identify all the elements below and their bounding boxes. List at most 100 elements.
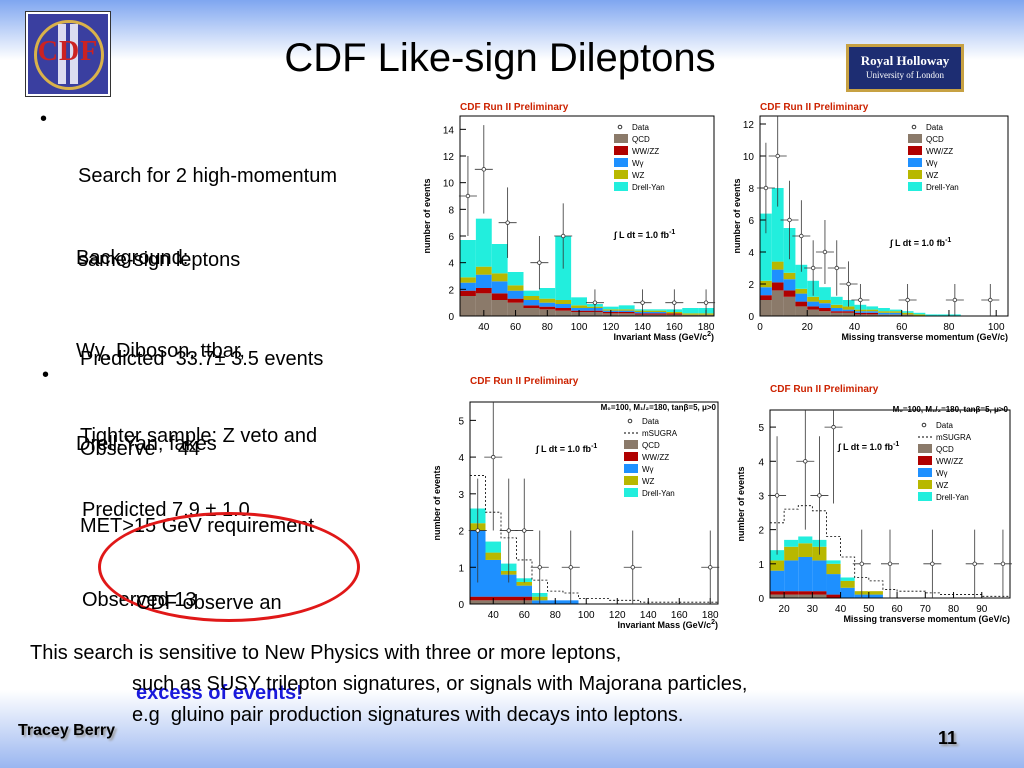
bar-wz-5 [819, 300, 831, 304]
bar-wwzz-2 [491, 293, 508, 300]
bar-w-7 [868, 594, 883, 598]
x-axis-label: Invariant Mass (GeV/c2) [614, 331, 714, 342]
data-point [475, 528, 480, 533]
bar-w-4 [523, 300, 540, 306]
legend-marker-data [627, 418, 633, 424]
legend-label: Data [936, 421, 953, 430]
x-tick-label: 70 [920, 604, 932, 615]
lumi-sup: -1 [945, 237, 951, 244]
bar-qcd-3 [795, 306, 808, 316]
legend-label: WW/ZZ [926, 147, 953, 156]
x-tick-label: 100 [578, 610, 595, 621]
bar-wz-12 [650, 310, 667, 312]
bar-drellyan-5 [840, 577, 855, 581]
cdf-logo-pillar-left [58, 24, 66, 84]
bar-qcd-11 [889, 314, 902, 316]
plot-panel-mass-tight: CDF Run II Preliminary M₀=100, M₁/₂=180, … [428, 372, 728, 636]
bar-qcd-5 [819, 311, 831, 316]
bar-w-1 [784, 560, 799, 592]
bar-wz-4 [807, 296, 820, 302]
plot-param-line: M₀=100, M₁/₂=180, tanβ=5, μ>0 [601, 403, 717, 412]
bar-wz-4 [826, 563, 841, 575]
legend-swatch [624, 452, 638, 461]
logo-line-1: Royal Holloway [860, 53, 950, 68]
bar-wz-5 [840, 580, 855, 588]
background-line-1: Background: [76, 247, 189, 269]
bar-w-0 [460, 282, 476, 291]
data-point [831, 424, 836, 430]
x-axis-label: Invariant Mass (GeV/c2) [618, 619, 718, 630]
plot-header: CDF Run II Preliminary [770, 384, 879, 395]
x-tick-label: 20 [802, 322, 814, 333]
plot-panel-met-loose: CDF Run II Preliminary 0 2 4 6 8 10 12 0 20 40 60 80… [728, 98, 1018, 350]
legend-label: Drell-Yan [926, 183, 959, 192]
data-point [859, 561, 864, 567]
bullet-1-line-2: same-sign leptons [78, 249, 241, 271]
bar-drellyan-1 [784, 539, 799, 547]
bar-w-2 [501, 574, 517, 597]
lumi-main: ∫ L dt = 1.0 fb [613, 230, 670, 240]
bar-drellyan-5 [539, 288, 556, 299]
x-tick-label: 60 [891, 604, 903, 615]
legend-label: WW/ZZ [642, 453, 669, 462]
x-tick-label: 140 [640, 610, 657, 621]
y-tick-label: 3 [458, 490, 464, 501]
bar-wz-13 [913, 314, 926, 316]
legend-swatch [918, 444, 932, 453]
plot-frame [459, 115, 715, 317]
bar-wz-3 [507, 285, 524, 291]
data-point [465, 193, 471, 199]
data-point [952, 297, 958, 303]
data-point [506, 528, 511, 533]
bar-w-12 [650, 312, 667, 314]
legend-label: Wγ [926, 159, 938, 168]
y-tick-label: 10 [743, 152, 755, 163]
data-point [930, 561, 935, 567]
x-tick-label: 60 [519, 610, 531, 621]
cdf-logo-ring [34, 20, 104, 90]
x-tick-label: 100 [988, 322, 1005, 333]
bar-drellyan-2 [798, 536, 813, 544]
legend-label: WW/ZZ [632, 147, 659, 156]
y-tick-label: 12 [743, 120, 755, 131]
bottom-line-2: such as SUSY trilepton signatures, or si… [132, 673, 748, 695]
data-point [799, 233, 804, 239]
bar-w-5 [819, 303, 831, 308]
x-tick-label: 120 [609, 610, 626, 621]
y-tick-label: 0 [758, 594, 764, 605]
bar-drellyan-4 [826, 560, 841, 564]
x-tick-label: 100 [571, 322, 588, 333]
bar-w-5 [840, 587, 855, 598]
data-point [630, 565, 635, 570]
lumi-label: ∫ L dt = 1.0 fb-1 [889, 237, 951, 248]
x-tick-label: 30 [807, 604, 819, 615]
bar-wwzz-9 [866, 312, 879, 315]
data-point [708, 565, 713, 570]
data-point [703, 300, 709, 305]
bar-wwzz-0 [770, 591, 785, 595]
bar-qcd-10 [878, 314, 890, 316]
x-tick-label: 40 [835, 604, 847, 615]
bar-w-11 [889, 312, 902, 315]
legend-label: WZ [926, 171, 939, 180]
data-point [787, 217, 792, 223]
data-point [560, 233, 566, 239]
bar-wz-7 [571, 305, 587, 308]
bar-drellyan-10 [878, 308, 890, 312]
msugra-line [770, 505, 1010, 597]
bar-qcd-6 [555, 310, 572, 316]
bullet-marker-2: • [42, 364, 50, 386]
x-axis-label-main: Missing transverse momentum (GeV/c) [841, 332, 1008, 342]
data-point [817, 493, 822, 498]
prediction-1-text: Predicted 33.7± 3.5 events Observe 44 [80, 284, 323, 494]
excess-callout: CDF observe an excess of events! [136, 528, 303, 738]
x-axis-label-end: ) [711, 332, 714, 342]
legend-swatch [908, 134, 922, 143]
bar-qcd-0 [470, 600, 486, 604]
bar-wz-10 [618, 309, 635, 311]
bar-wz-14 [682, 313, 699, 315]
background-text: Background: Wγ, Diboson, ttbar, Drell-Ya… [76, 181, 245, 491]
bar-wz-2 [783, 272, 796, 280]
legend-label: WZ [642, 477, 655, 486]
